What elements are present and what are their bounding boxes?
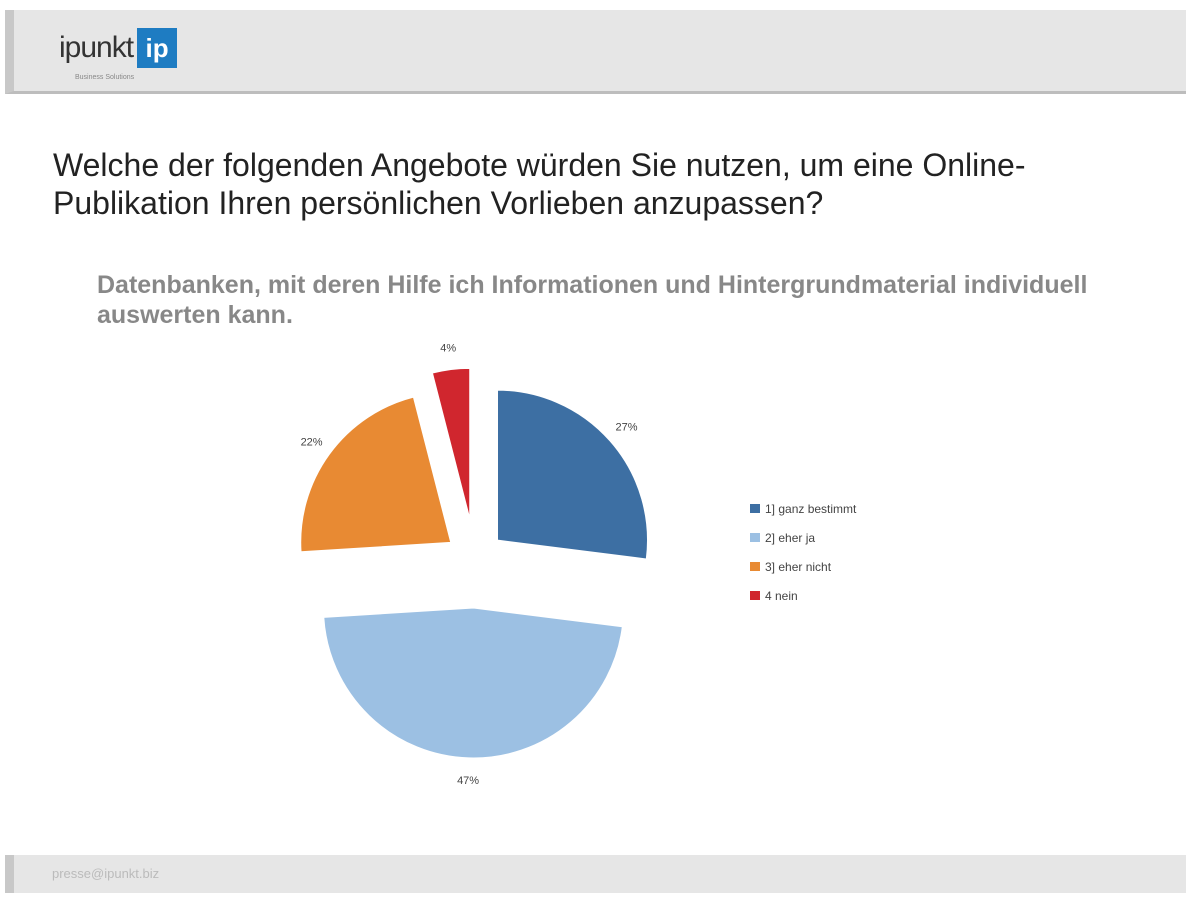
pie-slice-3 bbox=[300, 396, 452, 553]
legend-item: 2] eher ja bbox=[750, 523, 856, 552]
legend-label: 1] ganz bestimmt bbox=[765, 501, 857, 516]
logo-mark: ip bbox=[137, 28, 178, 68]
slide-title: Welche der folgenden Angebote würden Sie… bbox=[53, 147, 1026, 221]
pie-slice-4 bbox=[431, 367, 471, 519]
logo-subtitle: Business Solutions bbox=[75, 74, 135, 81]
logo: ipunkt ip Business Solutions bbox=[59, 28, 178, 81]
chart-legend: 1] ganz bestimmt 2] eher ja 3] eher nicht 4… bbox=[750, 494, 856, 610]
data-label: 47% bbox=[457, 775, 479, 787]
legend-item: 1] ganz bestimmt bbox=[750, 494, 856, 523]
data-label: 22% bbox=[301, 436, 323, 448]
header-bar: ipunkt ip Business Solutions bbox=[5, 10, 1186, 94]
legend-label: 4 nein bbox=[765, 588, 798, 603]
legend-label: 2] eher ja bbox=[765, 530, 816, 545]
legend-swatch bbox=[750, 504, 760, 513]
legend-item: 4 nein bbox=[750, 581, 856, 610]
pie-slice-1 bbox=[497, 389, 648, 560]
legend-swatch bbox=[750, 591, 760, 600]
data-label: 27% bbox=[616, 421, 638, 433]
slide-subtitle: Datenbanken, mit deren Hilfe ich Informa… bbox=[97, 271, 1088, 329]
legend-swatch bbox=[750, 533, 760, 542]
logo-text: ipunkt bbox=[59, 31, 134, 64]
footer-bar: presse@ipunkt.biz bbox=[5, 855, 1186, 893]
legend-label: 3] eher nicht bbox=[765, 559, 832, 574]
pie-slice-2 bbox=[323, 607, 623, 759]
legend-swatch bbox=[750, 562, 760, 571]
data-label: 4% bbox=[440, 343, 456, 355]
footer-email: presse@ipunkt.biz bbox=[52, 866, 160, 881]
legend-item: 3] eher nicht bbox=[750, 552, 856, 581]
